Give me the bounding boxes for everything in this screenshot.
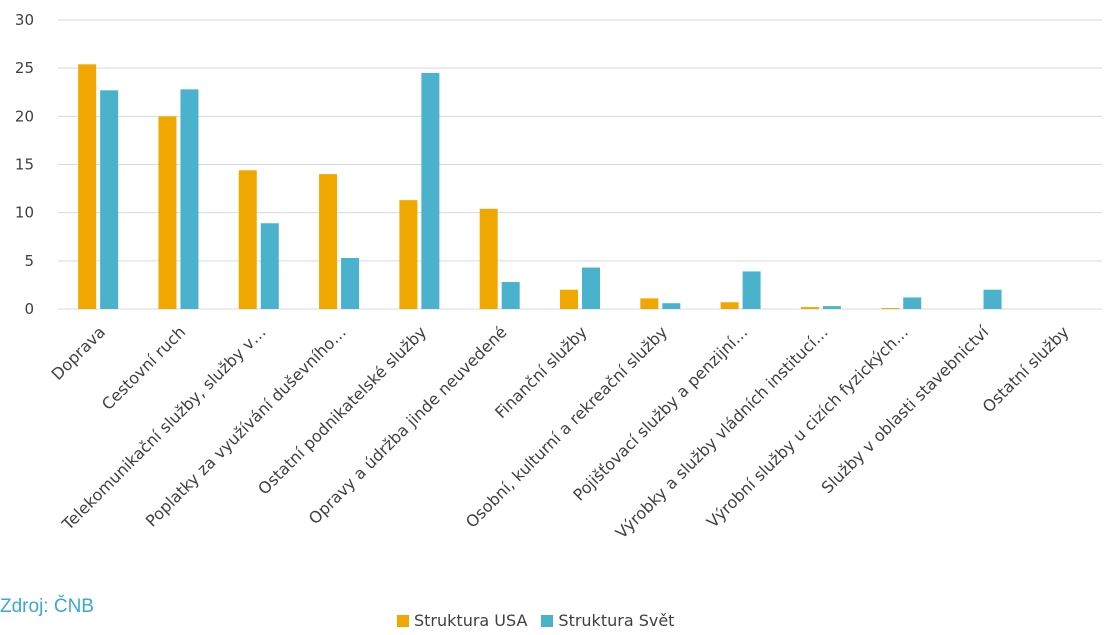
legend-swatch-world (541, 614, 554, 627)
bar-usa (560, 289, 578, 309)
bar-world (582, 267, 600, 309)
x-tick-label: Ostatní služby (979, 322, 1073, 416)
bar-world (180, 89, 199, 309)
legend-label-world: Struktura Svět (558, 611, 675, 630)
x-tick-label: Služby v oblasti stavebnictví (818, 322, 993, 497)
bar-world (100, 90, 119, 309)
x-tick-label: Cestovní ruch (98, 322, 189, 413)
bar-world (822, 306, 841, 309)
legend-item-world: Struktura Svět (541, 611, 674, 630)
source-note: Zdroj: ČNB (0, 596, 94, 617)
y-tick-label: 5 (24, 252, 34, 270)
bar-usa (720, 302, 739, 309)
bar-usa (881, 308, 900, 309)
bar-usa (238, 170, 257, 309)
x-tick-label: Ostatní podnikatelské služby (254, 322, 430, 498)
bar-usa (158, 116, 177, 309)
y-tick-label: 0 (24, 300, 34, 318)
bar-world (742, 271, 761, 309)
bar-usa (78, 64, 97, 310)
legend-label-usa: Struktura USA (414, 611, 528, 630)
bar-usa (319, 174, 338, 309)
legend-swatch-usa (397, 614, 409, 627)
bar-world (903, 297, 922, 309)
y-tick-label: 10 (15, 204, 34, 222)
bar-world (341, 257, 360, 309)
legend-item-usa: Struktura USA (397, 611, 527, 630)
bar-world (983, 289, 1002, 309)
bar-world (662, 303, 681, 309)
y-tick-label: 15 (15, 156, 34, 174)
bar-usa (640, 298, 659, 309)
bar-world (421, 72, 440, 309)
chart-legend: Struktura USA Struktura Svět (397, 611, 688, 630)
y-tick-label: 30 (15, 11, 34, 29)
x-tick-label: Doprava (48, 322, 109, 383)
x-tick-label: Pojišťovací služby a penzijní… (569, 322, 751, 504)
y-tick-label: 20 (15, 107, 34, 125)
y-tick-label: 25 (15, 59, 34, 77)
bar-world (260, 223, 279, 309)
bar-usa (800, 307, 819, 309)
bar-usa (399, 200, 418, 309)
bar-world (501, 282, 520, 309)
bar-usa (479, 208, 498, 309)
